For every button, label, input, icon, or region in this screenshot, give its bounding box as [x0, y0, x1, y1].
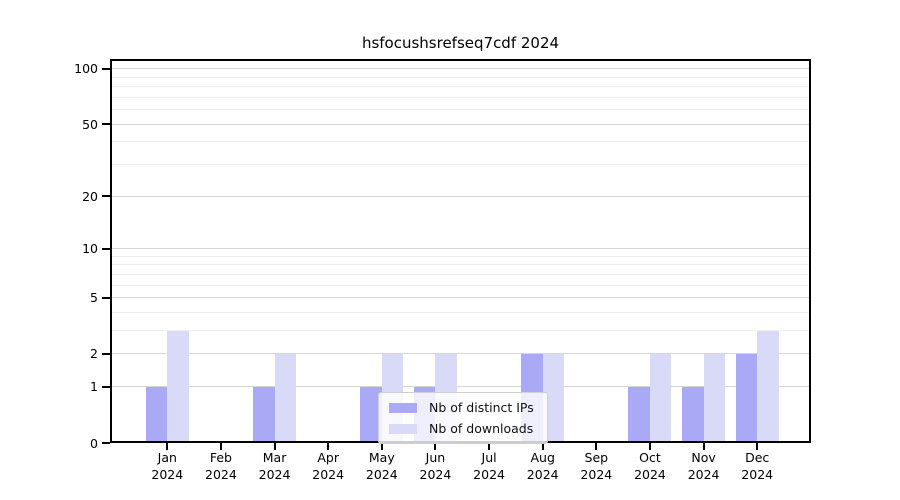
x-tick-label: Oct 2024	[634, 450, 666, 482]
bar-nb-of-downloads	[274, 353, 297, 443]
legend-label: Nb of downloads	[429, 421, 534, 436]
gridline-minor	[110, 109, 811, 111]
gridline-minor	[110, 164, 811, 166]
bar-nb-of-distinct-ips	[253, 386, 275, 443]
bar-nb-of-distinct-ips	[360, 386, 382, 443]
gridline-minor	[110, 86, 811, 88]
gridline-major	[110, 123, 811, 125]
y-tick-label: 10	[82, 241, 98, 257]
x-tick-label: Apr 2024	[312, 450, 345, 482]
bar-nb-of-distinct-ips	[735, 353, 758, 443]
spine-left	[110, 59, 112, 443]
legend-label: Nb of distinct IPs	[429, 400, 534, 415]
x-axis-tick	[327, 443, 330, 450]
spine-right	[809, 59, 811, 443]
y-axis-tick	[102, 67, 110, 70]
chart-title: hsfocushsrefseq7cdf 2024	[361, 34, 560, 52]
y-tick-label: 50	[82, 116, 98, 132]
x-tick-label: Nov 2024	[687, 450, 720, 482]
y-tick-label: 100	[74, 61, 98, 77]
y-axis-tick	[102, 195, 110, 198]
x-tick-label: Mar 2024	[258, 450, 291, 482]
gridline-minor	[110, 264, 811, 266]
plot-area: 0 1 2 5 10 20 50 100 Jan 2024 Feb 2024 Mar 2024 Apr 202…	[74, 59, 811, 482]
y-tick-label: 2	[90, 346, 98, 362]
x-axis-tick	[648, 443, 651, 450]
x-tick-label: Jun 2024	[419, 450, 452, 482]
x-tick-label: Jul 2024	[473, 450, 505, 482]
y-tick-label: 1	[90, 379, 98, 395]
y-axis-tick	[102, 442, 110, 444]
bar-nb-of-downloads	[542, 353, 565, 443]
y-tick-label: 20	[82, 188, 98, 204]
gridline-minor	[110, 273, 811, 275]
x-axis-tick	[380, 443, 383, 450]
y-tick-label: 0	[90, 435, 98, 451]
y-tick-label: 5	[90, 290, 98, 306]
gridline-major	[110, 68, 811, 70]
x-tick-label: Aug 2024	[526, 450, 559, 482]
y-axis-tick	[102, 296, 110, 299]
x-axis-tick	[756, 443, 759, 450]
gridline-major	[110, 353, 811, 355]
x-tick-label: Jan 2024	[151, 450, 184, 482]
gridline-major	[110, 195, 811, 197]
gridline-minor	[110, 284, 811, 286]
x-axis-tick	[273, 443, 276, 450]
y-axis-tick	[102, 385, 110, 388]
bar-nb-of-downloads	[757, 330, 779, 443]
x-axis-tick	[702, 443, 705, 450]
x-tick-label: May 2024	[365, 450, 398, 482]
legend: Nb of distinct IPs Nb of downloads	[378, 392, 548, 444]
y-axis-tick	[102, 352, 110, 355]
bar-nb-of-downloads	[167, 330, 189, 443]
bar-nb-of-distinct-ips	[145, 386, 168, 443]
y-axis-tick	[102, 247, 110, 250]
x-tick-label: Dec 2024	[741, 450, 774, 482]
x-axis-tick	[434, 443, 437, 450]
spine-top	[110, 59, 811, 61]
x-axis-tick	[219, 443, 222, 450]
gridline-minor	[110, 141, 811, 143]
bar-nb-of-downloads	[703, 353, 726, 443]
y-axis-tick	[102, 123, 110, 126]
bar-nb-of-downloads	[649, 353, 672, 443]
x-axis-tick	[488, 443, 491, 450]
gridline-minor	[110, 330, 811, 332]
gridline-major	[110, 297, 811, 299]
gridline-major	[110, 386, 811, 388]
legend-swatch	[389, 402, 417, 413]
x-axis-tick	[595, 443, 598, 450]
legend-item: Nb of distinct IPs	[389, 400, 537, 415]
bar-nb-of-distinct-ips	[628, 386, 650, 443]
gridline-minor	[110, 76, 811, 78]
x-tick-label: Sep 2024	[580, 450, 613, 482]
gridline-minor	[110, 312, 811, 313]
legend-item: Nb of downloads	[389, 421, 537, 436]
bar-nb-of-distinct-ips	[682, 386, 704, 443]
gridline-minor	[110, 255, 811, 257]
gridline-major	[110, 248, 811, 250]
gridline-minor	[110, 96, 811, 98]
legend-swatch	[389, 423, 417, 434]
x-axis-tick	[166, 443, 169, 450]
x-tick-label: Feb 2024	[205, 450, 237, 482]
x-axis-tick	[541, 443, 544, 450]
